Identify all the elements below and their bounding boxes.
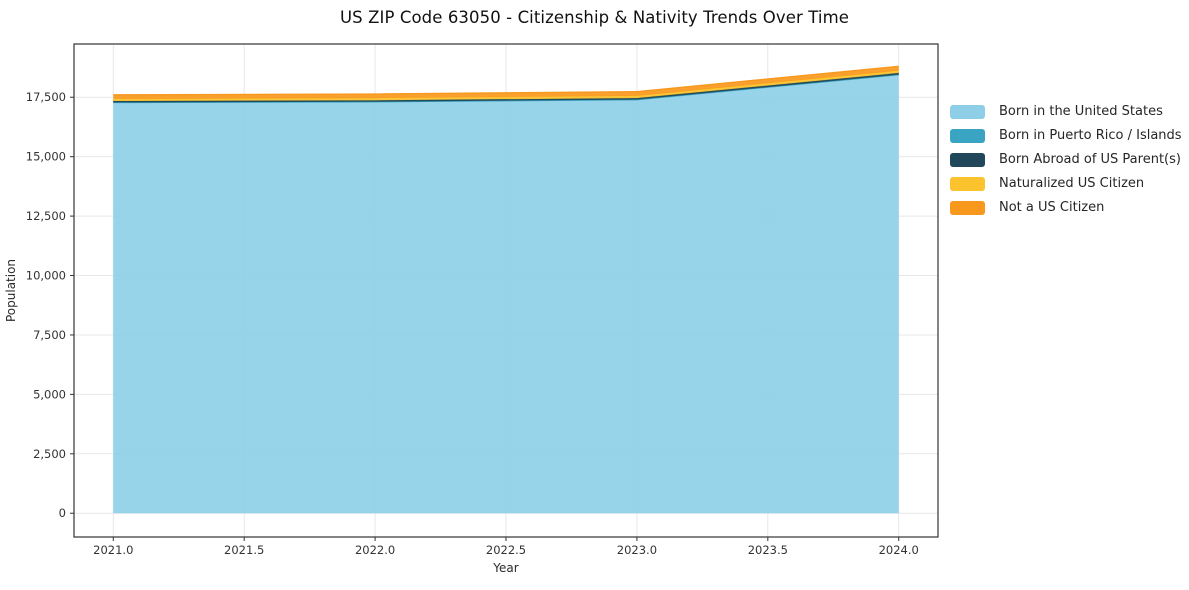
legend-swatch (950, 104, 985, 119)
y-axis-label: Population (4, 259, 18, 322)
x-tick-label: 2021.0 (93, 543, 133, 557)
legend-label: Born in the United States (999, 104, 1163, 119)
legend-swatch (950, 176, 985, 191)
y-tick-label: 2,500 (33, 447, 66, 461)
legend-swatch (950, 152, 985, 167)
legend-item-3: Naturalized US Citizen (950, 176, 1182, 191)
x-tick-label: 2022.0 (355, 543, 395, 557)
y-tick-label: 15,000 (26, 150, 66, 164)
x-tick-label: 2022.5 (486, 543, 526, 557)
axis-ticks (70, 96, 900, 541)
area-edge-4 (113, 65, 899, 96)
y-tick-label: 0 (59, 506, 66, 520)
x-tick-label: 2021.5 (224, 543, 264, 557)
legend-swatch (950, 128, 985, 143)
y-tick-label: 5,000 (33, 387, 66, 401)
legend-item-2: Born Abroad of US Parent(s) (950, 152, 1182, 167)
legend-item-4: Not a US Citizen (950, 200, 1182, 215)
y-tick-label: 12,500 (26, 209, 66, 223)
legend-swatch (950, 200, 985, 215)
chart-title: US ZIP Code 63050 - Citizenship & Nativi… (339, 8, 850, 27)
tick-labels: 2021.0 2021.5 2022.0 2022.5 2023.0 2023.5 2024… (26, 90, 919, 557)
legend-label: Born in Puerto Rico / Islands (999, 128, 1182, 143)
legend-item-0: Born in the United States (950, 104, 1182, 119)
legend: Born in the United States Born in Puerto … (950, 104, 1182, 215)
y-tick-label: 17,500 (26, 90, 66, 104)
y-tick-label: 7,500 (33, 328, 66, 342)
x-tick-label: 2023.5 (748, 543, 788, 557)
legend-label: Naturalized US Citizen (999, 176, 1145, 191)
area-series-4 (113, 66, 899, 99)
area-series-0 (113, 74, 899, 514)
legend-label: Born Abroad of US Parent(s) (999, 152, 1181, 167)
legend-label: Not a US Citizen (999, 200, 1105, 215)
legend-item-1: Born in Puerto Rico / Islands (950, 128, 1182, 143)
x-tick-label: 2024.0 (879, 543, 919, 557)
x-tick-label: 2023.0 (617, 543, 657, 557)
y-tick-label: 10,000 (26, 269, 66, 283)
x-axis-label: Year (492, 561, 518, 575)
